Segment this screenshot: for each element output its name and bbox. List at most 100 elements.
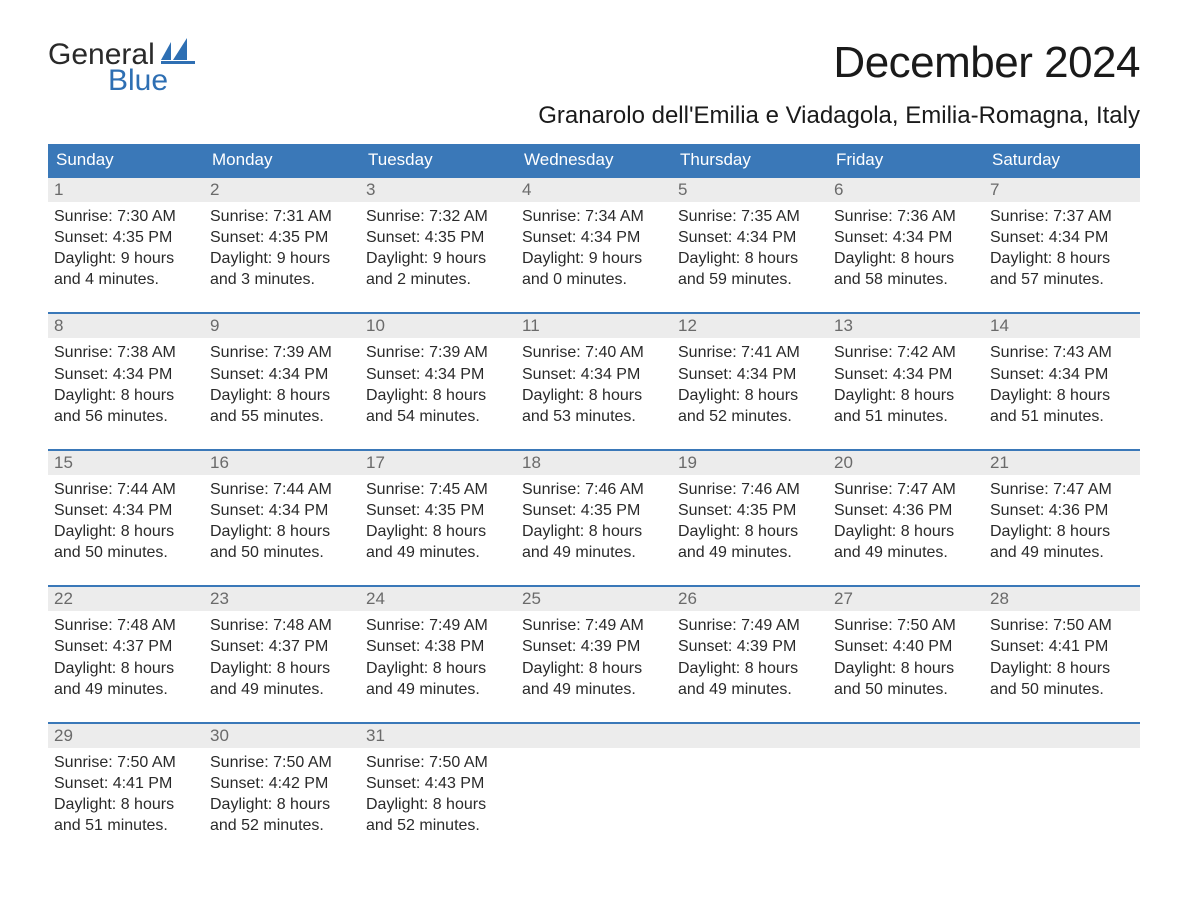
daylight-line1: Daylight: 8 hours bbox=[54, 385, 198, 406]
daylight-line2: and 52 minutes. bbox=[210, 815, 354, 836]
daylight-line1: Daylight: 8 hours bbox=[366, 794, 510, 815]
daylight-line1: Daylight: 8 hours bbox=[678, 658, 822, 679]
day-body: Sunrise: 7:30 AMSunset: 4:35 PMDaylight:… bbox=[48, 202, 204, 292]
day-body: Sunrise: 7:49 AMSunset: 4:38 PMDaylight:… bbox=[360, 611, 516, 701]
day-cell: 5Sunrise: 7:35 AMSunset: 4:34 PMDaylight… bbox=[672, 178, 828, 292]
day-body: Sunrise: 7:47 AMSunset: 4:36 PMDaylight:… bbox=[828, 475, 984, 565]
location: Granarolo dell'Emilia e Viadagola, Emili… bbox=[538, 102, 1140, 130]
sunrise-text: Sunrise: 7:46 AM bbox=[522, 479, 666, 500]
sunrise-text: Sunrise: 7:44 AM bbox=[54, 479, 198, 500]
sunset-text: Sunset: 4:34 PM bbox=[210, 364, 354, 385]
day-number: 27 bbox=[828, 587, 984, 611]
daylight-line1: Daylight: 8 hours bbox=[210, 794, 354, 815]
daylight-line2: and 49 minutes. bbox=[834, 542, 978, 563]
daylight-line1: Daylight: 8 hours bbox=[678, 248, 822, 269]
sunset-text: Sunset: 4:34 PM bbox=[522, 227, 666, 248]
day-number: 3 bbox=[360, 178, 516, 202]
day-body: Sunrise: 7:38 AMSunset: 4:34 PMDaylight:… bbox=[48, 338, 204, 428]
sunset-text: Sunset: 4:35 PM bbox=[522, 500, 666, 521]
weekday-label: Monday bbox=[204, 144, 360, 176]
sunset-text: Sunset: 4:35 PM bbox=[210, 227, 354, 248]
sunset-text: Sunset: 4:34 PM bbox=[834, 227, 978, 248]
sunset-text: Sunset: 4:39 PM bbox=[678, 636, 822, 657]
day-body: Sunrise: 7:50 AMSunset: 4:40 PMDaylight:… bbox=[828, 611, 984, 701]
daylight-line1: Daylight: 8 hours bbox=[834, 521, 978, 542]
sunset-text: Sunset: 4:36 PM bbox=[834, 500, 978, 521]
day-cell bbox=[672, 724, 828, 838]
daylight-line1: Daylight: 8 hours bbox=[210, 658, 354, 679]
sunset-text: Sunset: 4:34 PM bbox=[678, 364, 822, 385]
sunset-text: Sunset: 4:34 PM bbox=[990, 364, 1134, 385]
sunrise-text: Sunrise: 7:31 AM bbox=[210, 206, 354, 227]
day-cell: 25Sunrise: 7:49 AMSunset: 4:39 PMDayligh… bbox=[516, 587, 672, 701]
sunrise-text: Sunrise: 7:34 AM bbox=[522, 206, 666, 227]
sunrise-text: Sunrise: 7:30 AM bbox=[54, 206, 198, 227]
day-body bbox=[672, 748, 828, 828]
daylight-line2: and 3 minutes. bbox=[210, 269, 354, 290]
week-row: 22Sunrise: 7:48 AMSunset: 4:37 PMDayligh… bbox=[48, 585, 1140, 701]
sunrise-text: Sunrise: 7:49 AM bbox=[522, 615, 666, 636]
sunrise-text: Sunrise: 7:37 AM bbox=[990, 206, 1134, 227]
day-cell bbox=[828, 724, 984, 838]
day-body: Sunrise: 7:48 AMSunset: 4:37 PMDaylight:… bbox=[204, 611, 360, 701]
daylight-line1: Daylight: 8 hours bbox=[990, 248, 1134, 269]
daylight-line1: Daylight: 8 hours bbox=[678, 521, 822, 542]
daylight-line2: and 52 minutes. bbox=[366, 815, 510, 836]
daylight-line1: Daylight: 8 hours bbox=[54, 521, 198, 542]
daylight-line1: Daylight: 8 hours bbox=[210, 385, 354, 406]
daylight-line2: and 50 minutes. bbox=[54, 542, 198, 563]
day-cell: 14Sunrise: 7:43 AMSunset: 4:34 PMDayligh… bbox=[984, 314, 1140, 428]
daylight-line1: Daylight: 8 hours bbox=[834, 248, 978, 269]
day-number: 23 bbox=[204, 587, 360, 611]
title-block: December 2024 Granarolo dell'Emilia e Vi… bbox=[538, 38, 1140, 130]
day-body: Sunrise: 7:44 AMSunset: 4:34 PMDaylight:… bbox=[48, 475, 204, 565]
day-cell: 4Sunrise: 7:34 AMSunset: 4:34 PMDaylight… bbox=[516, 178, 672, 292]
day-number: 13 bbox=[828, 314, 984, 338]
day-number: 8 bbox=[48, 314, 204, 338]
daylight-line1: Daylight: 8 hours bbox=[54, 658, 198, 679]
daylight-line2: and 49 minutes. bbox=[366, 679, 510, 700]
sunrise-text: Sunrise: 7:48 AM bbox=[210, 615, 354, 636]
sunset-text: Sunset: 4:34 PM bbox=[834, 364, 978, 385]
day-cell bbox=[984, 724, 1140, 838]
sunset-text: Sunset: 4:39 PM bbox=[522, 636, 666, 657]
sunset-text: Sunset: 4:41 PM bbox=[990, 636, 1134, 657]
sunset-text: Sunset: 4:36 PM bbox=[990, 500, 1134, 521]
day-body: Sunrise: 7:50 AMSunset: 4:41 PMDaylight:… bbox=[984, 611, 1140, 701]
sunrise-text: Sunrise: 7:38 AM bbox=[54, 342, 198, 363]
day-number: 17 bbox=[360, 451, 516, 475]
day-cell: 13Sunrise: 7:42 AMSunset: 4:34 PMDayligh… bbox=[828, 314, 984, 428]
sunrise-text: Sunrise: 7:47 AM bbox=[834, 479, 978, 500]
sunrise-text: Sunrise: 7:35 AM bbox=[678, 206, 822, 227]
sunset-text: Sunset: 4:34 PM bbox=[366, 364, 510, 385]
day-body: Sunrise: 7:47 AMSunset: 4:36 PMDaylight:… bbox=[984, 475, 1140, 565]
day-body: Sunrise: 7:39 AMSunset: 4:34 PMDaylight:… bbox=[360, 338, 516, 428]
daylight-line2: and 51 minutes. bbox=[54, 815, 198, 836]
daylight-line1: Daylight: 8 hours bbox=[366, 658, 510, 679]
sunset-text: Sunset: 4:38 PM bbox=[366, 636, 510, 657]
sunset-text: Sunset: 4:34 PM bbox=[522, 364, 666, 385]
logo: General Blue bbox=[48, 38, 197, 96]
day-body: Sunrise: 7:46 AMSunset: 4:35 PMDaylight:… bbox=[516, 475, 672, 565]
day-body: Sunrise: 7:50 AMSunset: 4:43 PMDaylight:… bbox=[360, 748, 516, 838]
day-cell: 9Sunrise: 7:39 AMSunset: 4:34 PMDaylight… bbox=[204, 314, 360, 428]
calendar: SundayMondayTuesdayWednesdayThursdayFrid… bbox=[48, 144, 1140, 838]
day-body: Sunrise: 7:50 AMSunset: 4:41 PMDaylight:… bbox=[48, 748, 204, 838]
sunset-text: Sunset: 4:37 PM bbox=[210, 636, 354, 657]
day-number: 19 bbox=[672, 451, 828, 475]
sunrise-text: Sunrise: 7:32 AM bbox=[366, 206, 510, 227]
daylight-line1: Daylight: 8 hours bbox=[54, 794, 198, 815]
day-cell: 8Sunrise: 7:38 AMSunset: 4:34 PMDaylight… bbox=[48, 314, 204, 428]
day-number bbox=[672, 724, 828, 748]
sunset-text: Sunset: 4:34 PM bbox=[54, 364, 198, 385]
sunrise-text: Sunrise: 7:49 AM bbox=[366, 615, 510, 636]
day-cell: 18Sunrise: 7:46 AMSunset: 4:35 PMDayligh… bbox=[516, 451, 672, 565]
day-body: Sunrise: 7:49 AMSunset: 4:39 PMDaylight:… bbox=[672, 611, 828, 701]
day-body: Sunrise: 7:31 AMSunset: 4:35 PMDaylight:… bbox=[204, 202, 360, 292]
daylight-line2: and 54 minutes. bbox=[366, 406, 510, 427]
daylight-line1: Daylight: 8 hours bbox=[834, 385, 978, 406]
page-title: December 2024 bbox=[538, 38, 1140, 88]
day-number: 24 bbox=[360, 587, 516, 611]
day-cell: 22Sunrise: 7:48 AMSunset: 4:37 PMDayligh… bbox=[48, 587, 204, 701]
day-number: 21 bbox=[984, 451, 1140, 475]
